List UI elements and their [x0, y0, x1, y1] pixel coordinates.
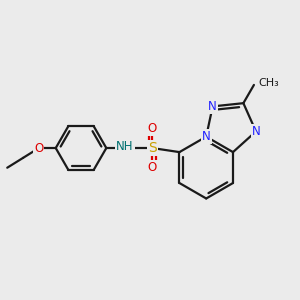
Text: N: N	[208, 100, 217, 113]
Text: O: O	[34, 142, 44, 154]
Text: N: N	[252, 125, 260, 138]
Text: O: O	[148, 161, 157, 174]
Text: S: S	[148, 141, 157, 155]
Text: O: O	[148, 122, 157, 135]
Text: NH: NH	[116, 140, 134, 153]
Text: N: N	[202, 130, 211, 143]
Text: CH₃: CH₃	[258, 78, 279, 88]
